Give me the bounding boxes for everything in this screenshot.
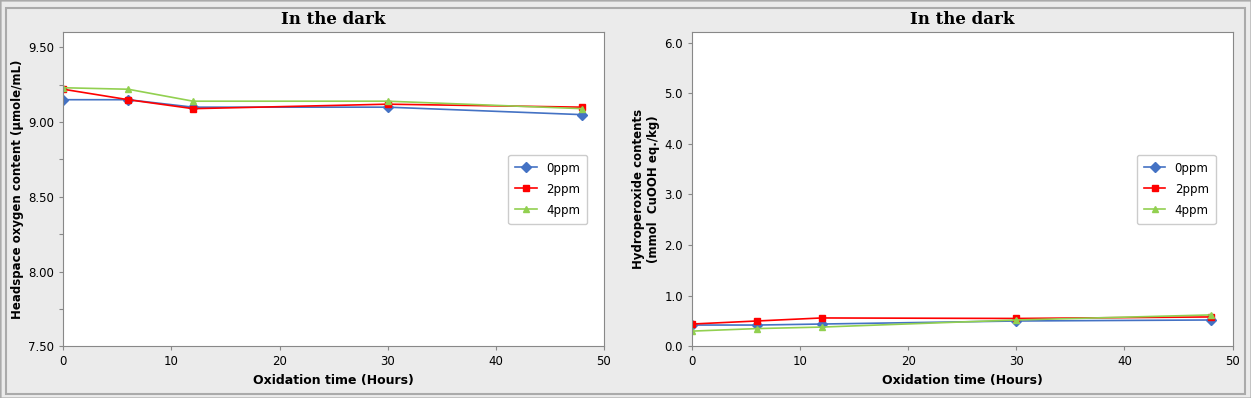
0ppm — [1203, 318, 1218, 322]
2ppm — [380, 102, 395, 107]
2ppm — [749, 319, 764, 324]
0ppm — [684, 323, 699, 328]
0ppm — [749, 323, 764, 328]
4ppm — [749, 326, 764, 331]
Title: In the dark: In the dark — [909, 11, 1015, 28]
2ppm — [1008, 316, 1023, 321]
2ppm — [684, 322, 699, 326]
4ppm — [1203, 312, 1218, 317]
Y-axis label: Headspace oxygen content (μmole/mL): Headspace oxygen content (μmole/mL) — [11, 60, 24, 319]
0ppm — [1008, 319, 1023, 324]
Line: 2ppm: 2ppm — [688, 314, 1215, 328]
0ppm — [185, 105, 200, 109]
X-axis label: Oxidation time (Hours): Oxidation time (Hours) — [253, 374, 414, 387]
4ppm — [1008, 318, 1023, 322]
4ppm — [574, 106, 589, 111]
Line: 0ppm: 0ppm — [60, 96, 585, 118]
Line: 4ppm: 4ppm — [688, 312, 1215, 335]
X-axis label: Oxidation time (Hours): Oxidation time (Hours) — [882, 374, 1042, 387]
0ppm — [814, 322, 829, 326]
Line: 2ppm: 2ppm — [60, 86, 585, 112]
Y-axis label: Hydroperoxide contents
(mmol  CuOOH eq./kg): Hydroperoxide contents (mmol CuOOH eq./k… — [632, 109, 661, 269]
4ppm — [380, 99, 395, 103]
2ppm — [56, 87, 71, 92]
4ppm — [56, 85, 71, 90]
2ppm — [1203, 314, 1218, 319]
2ppm — [120, 98, 135, 102]
4ppm — [814, 325, 829, 330]
4ppm — [684, 329, 699, 334]
0ppm — [56, 98, 71, 102]
0ppm — [574, 112, 589, 117]
2ppm — [814, 316, 829, 320]
Legend: 0ppm, 2ppm, 4ppm: 0ppm, 2ppm, 4ppm — [508, 154, 587, 224]
Legend: 0ppm, 2ppm, 4ppm: 0ppm, 2ppm, 4ppm — [1137, 154, 1216, 224]
Line: 0ppm: 0ppm — [688, 316, 1215, 328]
4ppm — [185, 99, 200, 103]
0ppm — [120, 98, 135, 102]
4ppm — [120, 87, 135, 92]
2ppm — [185, 106, 200, 111]
2ppm — [574, 105, 589, 109]
0ppm — [380, 105, 395, 109]
Line: 4ppm: 4ppm — [60, 84, 585, 112]
Title: In the dark: In the dark — [281, 11, 385, 28]
